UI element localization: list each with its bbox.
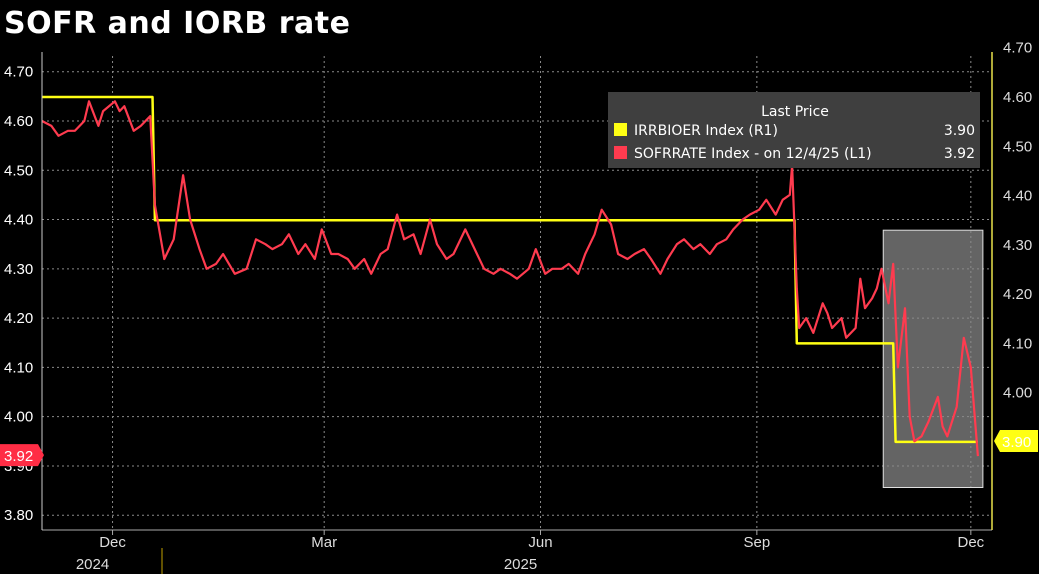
legend-header: Last Price: [761, 104, 829, 120]
y-tick-label-left: 4.30: [4, 261, 33, 278]
y-tick-label-right: 4.20: [1003, 286, 1032, 303]
y-tick-label-right: 4.10: [1003, 335, 1032, 352]
chart-title: SOFR and IORB rate: [4, 6, 351, 41]
y-tick-label-left: 4.00: [4, 409, 33, 426]
y-tick-label-left: 4.50: [4, 162, 33, 179]
legend-label-iorb: IRRBIOER Index (R1): [634, 123, 778, 139]
x-tick-label: Mar: [311, 534, 337, 551]
axes: [41, 52, 993, 574]
y-tick-label-left: 3.80: [4, 507, 33, 524]
badge-right-text: 3.90: [1002, 434, 1031, 451]
y-tick-label-right: 4.00: [1003, 385, 1032, 402]
x-tick-label: Sep: [743, 534, 770, 551]
x-tick-label: Jun: [528, 534, 552, 551]
y-tick-label-right: 4.30: [1003, 237, 1032, 254]
legend-background: [608, 92, 980, 168]
y-tick-label-left: 4.40: [4, 212, 33, 229]
y-tick-label-right: 4.40: [1003, 188, 1032, 205]
x-year-label: 2024: [76, 556, 109, 573]
series-line-sofr: [41, 100, 979, 457]
legend-value-sofr: 3.92: [944, 146, 975, 162]
badge-left-text: 3.92: [4, 448, 33, 465]
y-tick-label-left: 4.10: [4, 359, 33, 376]
legend-value-iorb: 3.90: [944, 123, 975, 139]
tick-labels: 4.70 4.60 4.50 4.40 4.30 4.20 4.10 4.00 3.90 3.80…: [4, 40, 1032, 573]
y-tick-label-right: 4.70: [1003, 40, 1032, 57]
last-value-badges: 3.92 3.90: [0, 429, 1038, 467]
legend-label-sofr: SOFRRATE Index - on 12/4/25 (L1): [634, 146, 872, 162]
y-tick-label-right: 4.60: [1003, 89, 1032, 106]
y-tick-label-left: 4.60: [4, 113, 33, 130]
badge-right-bg: [994, 429, 1038, 452]
y-tick-label-left: 4.70: [4, 64, 33, 81]
series-lines: [41, 95, 979, 457]
y-tick-label-left: 4.20: [4, 310, 33, 327]
legend-swatch-sofr: [614, 146, 627, 159]
x-tick-label: Dec: [957, 534, 984, 551]
badge-left-bg: [0, 444, 44, 467]
legend: Last Price IRRBIOER Index (R1) 3.90 SOFR…: [608, 92, 980, 168]
legend-swatch-iorb: [614, 123, 627, 136]
x-tick-label: Dec: [99, 534, 126, 551]
x-year-label: 2025: [504, 556, 537, 573]
y-tick-label-right: 4.50: [1003, 138, 1032, 155]
